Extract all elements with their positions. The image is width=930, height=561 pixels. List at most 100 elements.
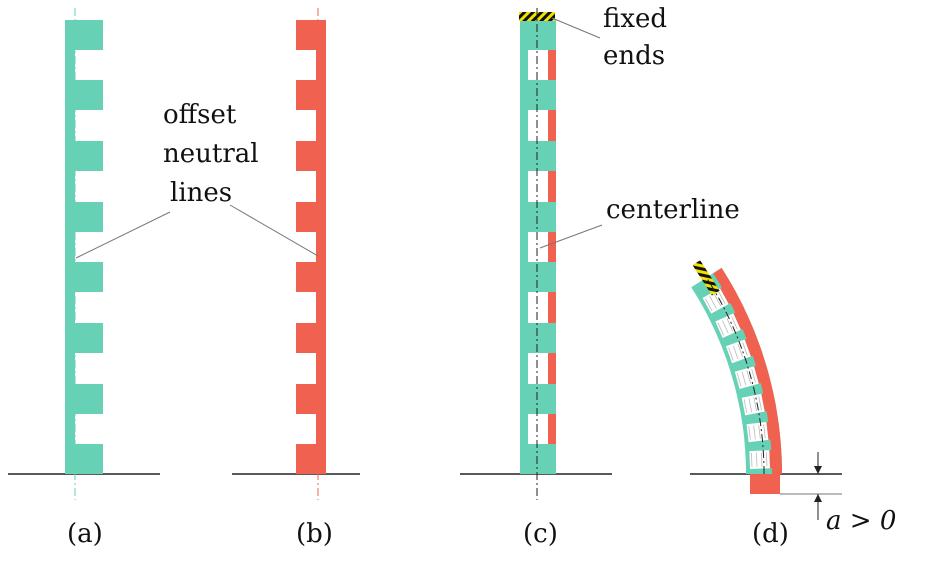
slot-hatch [753, 397, 757, 412]
beam-d [691, 260, 782, 494]
slot-hatch [718, 291, 726, 304]
slot-hatch [743, 399, 748, 414]
slot-hatch [732, 345, 739, 360]
dim-arrow-bottom-head [814, 494, 822, 502]
slot-gap [749, 450, 771, 470]
block-b [296, 80, 326, 110]
curved-body [691, 267, 782, 474]
slot-hatch [751, 452, 753, 467]
slot-red [766, 420, 779, 440]
fixed-end-d [692, 260, 720, 296]
block-a [65, 141, 103, 171]
curved-slot [741, 391, 775, 416]
leader-offset-b [229, 204, 319, 257]
caption-a: (a) [67, 519, 103, 549]
leader-centerline [539, 224, 603, 249]
slot-hatch [713, 293, 722, 307]
beam-b [296, 8, 326, 500]
curved-slot [749, 449, 781, 470]
block-b [296, 323, 326, 353]
slot-red [720, 283, 738, 305]
block-c [520, 323, 556, 353]
fixed-end-c [519, 12, 555, 21]
block-a [65, 20, 103, 50]
slot-hatch [709, 296, 717, 309]
block-c [520, 20, 556, 50]
block-c [520, 202, 556, 232]
block-a [65, 80, 103, 110]
caption-b: (b) [296, 519, 333, 549]
slot-gap [746, 421, 769, 443]
spine-c-right [548, 20, 556, 474]
fixed-label-line2: ends [603, 41, 665, 71]
block-a [65, 323, 103, 353]
base-offset-red [750, 474, 780, 494]
curved-slot [715, 309, 750, 338]
centerline-d [706, 277, 765, 474]
slot-hatch [761, 452, 763, 467]
block-c [520, 80, 556, 110]
slot-hatch [758, 396, 762, 411]
offset-label-line1: offset [163, 100, 237, 130]
slot-hatch [737, 343, 744, 358]
slot-hatch [753, 425, 756, 440]
slot-hatch [742, 342, 748, 356]
block-a [65, 202, 103, 232]
slot-hatch [726, 318, 734, 332]
slot-gap [702, 288, 729, 314]
slot-hatch [748, 426, 751, 440]
slot-hatch [736, 372, 742, 387]
slot-hatch [763, 424, 766, 439]
slot-hatch [704, 298, 713, 312]
slot-hatch [756, 452, 758, 467]
block-a [65, 262, 103, 292]
slot-red [754, 363, 769, 384]
spine-b [316, 20, 326, 474]
spine-c-left [520, 20, 528, 474]
block-b [296, 384, 326, 414]
centerline-label: centerline [606, 195, 740, 225]
caption-c: (c) [523, 519, 558, 549]
block-b [296, 262, 326, 292]
block-c [520, 262, 556, 292]
slot-hatch [748, 398, 753, 413]
slot-hatch [728, 347, 734, 361]
slot-hatch [731, 316, 738, 330]
offset-label-line2: neutral [163, 139, 259, 169]
leader-offset-a [75, 211, 171, 259]
fixed-end-d-hatch [692, 260, 720, 296]
block-b [296, 20, 326, 50]
block-c [520, 141, 556, 171]
block-b [296, 202, 326, 232]
curved-slot [746, 420, 779, 443]
block-a [65, 444, 103, 474]
slot-red [733, 309, 750, 330]
block-c [520, 384, 556, 414]
slot-hatch [741, 371, 747, 386]
slot-hatch [746, 370, 752, 384]
block-c [520, 444, 556, 474]
slot-hatch [751, 368, 756, 383]
spine-a [65, 20, 75, 474]
beam-a [65, 8, 103, 500]
caption-d: (d) [752, 519, 789, 549]
leader-fixed [551, 17, 601, 39]
curved-slot [702, 283, 738, 314]
slot-red [761, 391, 775, 412]
a-gt-0-label: a > 0 [826, 506, 896, 536]
block-b [296, 444, 326, 474]
block-b [296, 141, 326, 171]
slot-hatch [717, 322, 725, 336]
slot-hatch [766, 452, 768, 467]
offset-label-line3: lines [170, 178, 232, 208]
fixed-label-line1: fixed [603, 4, 667, 34]
slot-red [769, 449, 781, 469]
dim-arrow-top-head [814, 466, 822, 474]
slot-hatch [722, 320, 729, 334]
block-a [65, 384, 103, 414]
slot-hatch [758, 424, 761, 439]
beam-c [519, 8, 556, 500]
slot-red [744, 336, 761, 357]
